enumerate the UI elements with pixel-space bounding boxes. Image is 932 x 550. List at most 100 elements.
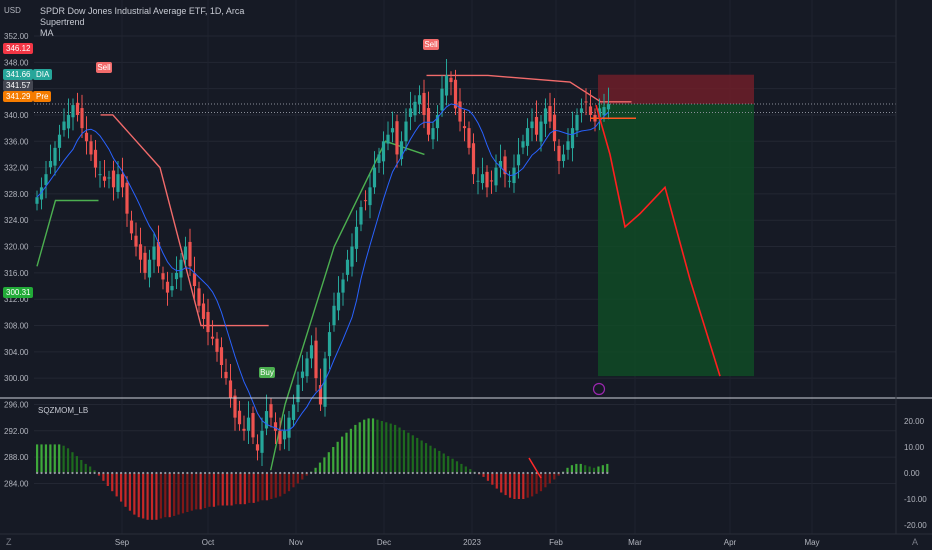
sell-signal-label: Sell [97,63,111,72]
squeeze-momentum-histogram [36,418,609,520]
momentum-bar [186,473,189,512]
squeeze-dot [438,471,441,475]
momentum-bar [49,444,52,473]
momentum-bar [36,444,39,473]
squeeze-dot [75,471,78,475]
candle-body [107,177,111,179]
momentum-bar [433,448,436,473]
momentum-bar [230,473,233,506]
momentum-bar [442,453,445,473]
momentum-bar [265,473,269,501]
candle-body [548,106,552,122]
squeeze-dot [58,471,61,475]
candle-body [525,128,530,146]
chart-legend: SPDR Dow Jones Industrial Average ETF, 1… [40,6,244,39]
momentum-bar [287,473,291,492]
candle-body [165,281,170,293]
squeeze-dot [195,471,198,475]
candles-layer [35,59,611,467]
supertrend-label[interactable]: Supertrend [40,17,85,27]
momentum-bar [438,450,441,473]
momentum-bar [420,440,423,473]
candle-body [390,128,395,133]
auto-scale-button[interactable]: A [911,537,918,547]
time-axis-label: Oct [202,538,215,547]
momentum-bar [58,444,61,473]
momentum-bar [553,473,556,480]
candle-body [561,154,566,162]
price-tick-label: 332.00 [4,164,29,173]
squeeze-dot [526,471,529,475]
momentum-bar [102,473,105,481]
buy-signal-badge [259,367,275,378]
squeeze-dot [89,471,92,475]
momentum-bar [486,473,490,481]
candle-body [579,108,584,113]
ma-label[interactable]: MA [40,28,54,38]
squeeze-dot [340,471,344,475]
candle-body [494,167,498,186]
candle-body [480,174,485,184]
momentum-bar [177,473,180,515]
price-axis-left[interactable]: USD [0,0,32,398]
momentum-bar [407,432,410,473]
candle-body [336,292,341,311]
momentum-bar [517,473,520,499]
squeeze-dot [243,471,246,475]
candle-body [332,305,336,326]
bottom-bar: Z A [0,534,932,550]
squeeze-dot [398,471,401,475]
momentum-bar [318,462,322,473]
candle-body [57,134,62,148]
supertrend-down-line [426,74,632,103]
candle-body [458,101,462,122]
candle-body [489,180,494,182]
candle-body [516,154,521,166]
momentum-bar [455,461,459,473]
momentum-annotation-line [528,457,542,479]
squeeze-dot [36,471,39,475]
momentum-bar [522,473,525,499]
candle-body [435,114,440,129]
candle-body [552,114,557,142]
candle-body [129,220,134,234]
squeeze-dot [106,471,109,475]
price-tick-label: 304.00 [4,348,29,357]
indicator-title[interactable]: SQZMOM_LB [38,406,89,415]
momentum-bar [159,473,162,519]
momentum-bar [252,473,255,503]
momentum-bar [340,436,344,473]
momentum-tick-label: 0.00 [904,469,920,478]
squeeze-dot [230,471,233,475]
candle-body [120,174,125,188]
momentum-bar [548,473,551,484]
candle-body [278,430,282,444]
squeeze-dot [424,471,428,475]
squeeze-dot [323,471,326,475]
momentum-bar [376,419,379,473]
momentum-bar [411,435,414,473]
momentum-bar [212,473,215,507]
momentum-bar [199,473,202,510]
momentum-bar [394,424,397,473]
candle-body [449,77,453,83]
squeeze-dot [478,471,481,475]
squeeze-dot [411,471,414,475]
candle-body [143,252,147,273]
momentum-bar [217,473,220,506]
squeeze-dot [159,471,162,475]
timezone-toggle-icon[interactable]: Z [6,537,12,547]
squeeze-dot [301,471,304,475]
momentum-bar [332,447,335,473]
premarket-price-tag: 341.29 [3,91,34,102]
candle-body [147,259,152,278]
squeeze-dot [287,471,291,475]
squeeze-dot [44,471,48,475]
momentum-bar [539,473,543,492]
squeeze-dot [274,471,277,475]
candle-body [206,312,210,333]
candle-body [602,107,606,116]
price-tick-label: 316.00 [4,269,29,278]
momentum-bar [89,466,92,473]
